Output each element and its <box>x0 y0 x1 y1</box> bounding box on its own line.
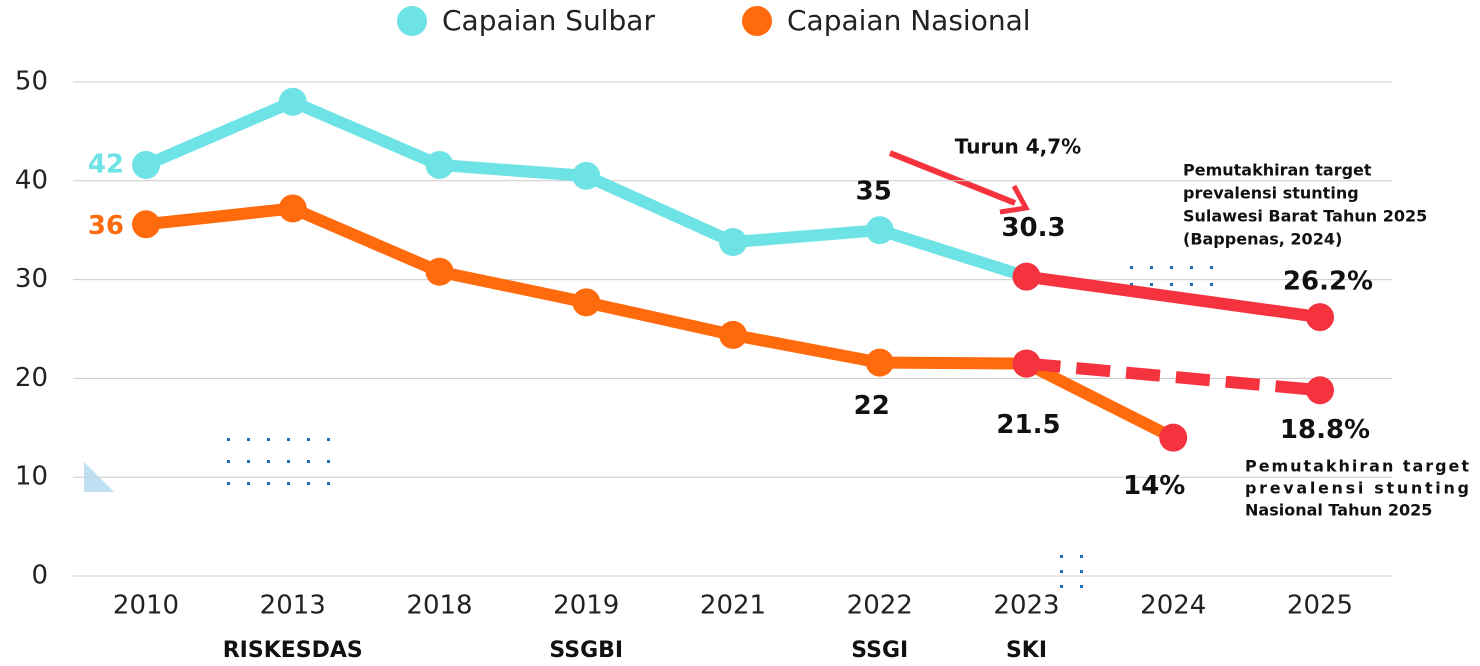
target-note: Pemutakhiran target <box>1183 161 1372 180</box>
data-point <box>425 257 454 286</box>
decor-dot <box>1170 283 1173 286</box>
x-tick-label: 2019 <box>553 591 619 621</box>
data-point <box>572 288 601 317</box>
decline-label: Turun 4,7% <box>955 135 1081 159</box>
decor-dot <box>1080 585 1083 588</box>
decor-dot <box>287 460 290 463</box>
y-tick-label: 40 <box>15 165 48 195</box>
y-tick-label: 0 <box>31 561 48 591</box>
data-label: 30.3 <box>1001 213 1065 243</box>
y-tick-label: 50 <box>15 67 48 97</box>
target-note: prevalensi stunting <box>1245 479 1469 498</box>
legend-swatch <box>742 6 772 36</box>
series-line <box>1025 270 1321 324</box>
decor-dot <box>227 482 230 485</box>
data-point <box>132 210 160 239</box>
decor-dots <box>227 266 1213 588</box>
data-point <box>865 348 894 377</box>
decor-dot <box>1150 266 1153 269</box>
data-label: 21.5 <box>996 410 1060 440</box>
x-tick-label: 2021 <box>700 591 766 621</box>
data-label: 26.2% <box>1283 267 1373 297</box>
data-point <box>132 150 160 179</box>
data-label: 36 <box>88 211 124 241</box>
x-source-label: SKI <box>1006 638 1047 663</box>
decor-dot <box>267 460 270 463</box>
decor-dot <box>1080 555 1083 558</box>
decor-dot <box>1130 266 1133 269</box>
data-point <box>1012 349 1041 378</box>
target-note: Pemutakhiran target <box>1245 457 1469 476</box>
series-line <box>145 202 1176 444</box>
data-point <box>278 194 307 223</box>
decor-dot <box>307 460 310 463</box>
decor-dot <box>1170 266 1173 269</box>
decor-dot <box>1130 283 1133 286</box>
target-note: (Bappenas, 2024) <box>1183 230 1342 249</box>
data-point <box>1306 376 1334 405</box>
data-point <box>719 228 747 257</box>
data-label: 18.8% <box>1280 415 1370 445</box>
decor-dot <box>247 482 250 485</box>
data-label: 35 <box>856 177 892 207</box>
decor-dot <box>1210 266 1213 269</box>
decor-dot <box>307 438 310 441</box>
x-tick-label: 2025 <box>1287 591 1353 621</box>
decor-dot <box>1060 570 1063 573</box>
decor-dot <box>287 482 290 485</box>
x-tick-label: 2023 <box>993 591 1059 621</box>
decor-dot <box>1060 555 1063 558</box>
legend-swatch <box>397 6 427 36</box>
decline-arrow <box>888 150 1017 206</box>
x-tick-label: 2018 <box>406 591 472 621</box>
target-note: Nasional Tahun 2025 <box>1245 501 1432 520</box>
data-point <box>1306 303 1334 332</box>
decor-dot <box>1190 266 1193 269</box>
legend-label: Capaian Nasional <box>787 4 1031 37</box>
x-source-label: SSGI <box>851 638 908 663</box>
decor-dot <box>1190 283 1193 286</box>
decor-dot <box>247 460 250 463</box>
decor-dot <box>267 438 270 441</box>
decor-dot <box>327 482 330 485</box>
target-note: Sulawesi Barat Tahun 2025 <box>1183 207 1427 226</box>
data-point <box>1159 423 1188 452</box>
legend-label: Capaian Sulbar <box>442 4 655 37</box>
data-point <box>278 87 307 116</box>
data-point <box>572 161 601 190</box>
data-point <box>865 216 894 245</box>
decor-dot <box>227 438 230 441</box>
decline-arrowhead <box>999 184 1030 215</box>
decor-dot <box>327 460 330 463</box>
decor-dot <box>267 482 270 485</box>
data-point <box>719 320 747 349</box>
decor-dot <box>247 438 250 441</box>
decor-dot <box>1210 283 1213 286</box>
decor-dot <box>287 438 290 441</box>
y-tick-label: 20 <box>15 363 48 393</box>
decor-dot <box>1080 570 1083 573</box>
decor-dot <box>307 482 310 485</box>
x-source-label: RISKESDAS <box>223 638 363 663</box>
data-label: 14% <box>1123 471 1185 501</box>
data-label: 42 <box>88 149 124 179</box>
decor-dot <box>1150 283 1153 286</box>
decor-dot <box>227 460 230 463</box>
x-tick-label: 2013 <box>260 591 326 621</box>
decor-dot <box>1060 585 1063 588</box>
data-point <box>425 150 454 179</box>
data-point <box>1012 262 1041 291</box>
y-tick-label: 10 <box>15 462 48 492</box>
x-tick-label: 2024 <box>1140 591 1206 621</box>
decor-dot <box>327 438 330 441</box>
target-note: prevalensi stunting <box>1183 184 1359 203</box>
x-tick-label: 2010 <box>113 591 179 621</box>
x-source-label: SSGBI <box>549 638 623 663</box>
data-label: 22 <box>854 391 890 421</box>
y-tick-label: 30 <box>15 264 48 294</box>
x-tick-label: 2022 <box>847 591 913 621</box>
